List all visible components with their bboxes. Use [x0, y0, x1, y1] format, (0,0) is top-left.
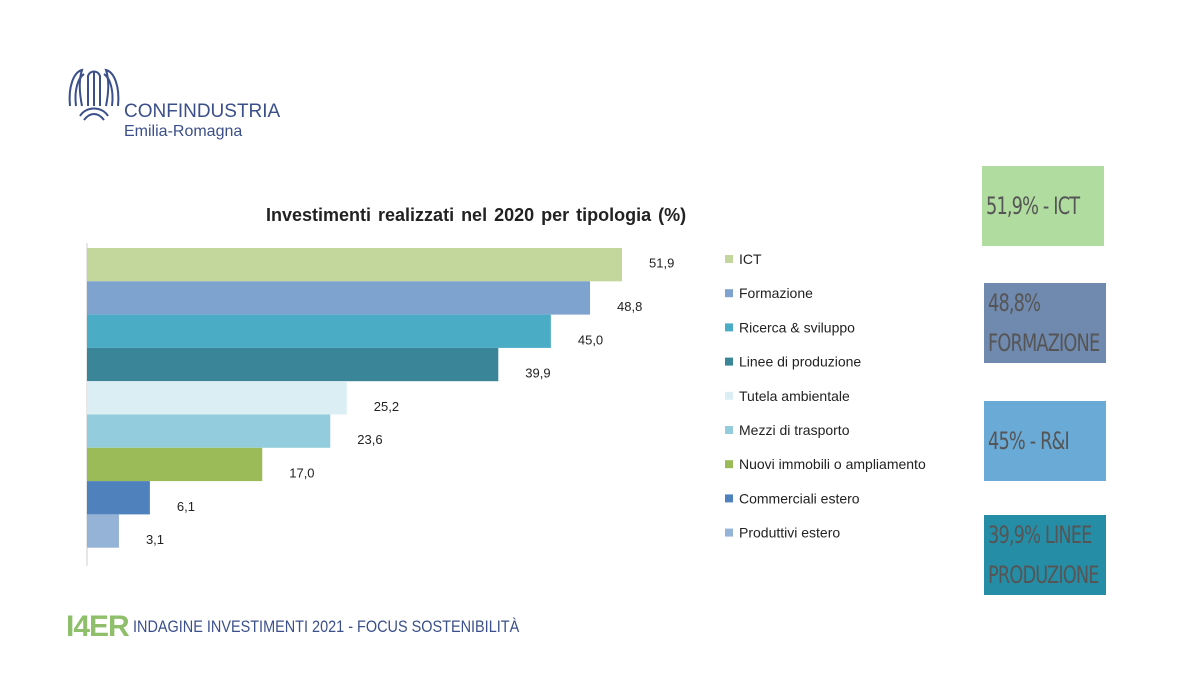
bar — [87, 447, 263, 482]
legend-swatch — [725, 426, 733, 434]
bar — [87, 514, 119, 548]
highlight-text: 39,9% LINEE — [988, 521, 1092, 549]
legend-swatch — [725, 323, 733, 332]
legend-entry: Nuovi immobili o ampliamento — [739, 456, 926, 472]
bar — [87, 347, 499, 382]
logo-name: CONFINDUSTRIA — [124, 101, 281, 122]
highlight-text: PRODUZIONE — [988, 561, 1099, 589]
highlight-text: FORMAZIONE — [988, 329, 1100, 357]
legend-swatch — [725, 391, 733, 400]
confindustria-eagle-logo — [68, 68, 120, 121]
data-label: 45,0 — [578, 332, 603, 347]
highlight-box — [984, 401, 1106, 481]
legend-entry: Ricerca & sviluppo — [739, 319, 855, 335]
legend-swatch — [725, 357, 733, 366]
data-label: 23,6 — [357, 432, 382, 447]
highlight-box — [984, 515, 1106, 595]
highlight-box — [982, 166, 1104, 246]
footer-text: INDAGINE INVESTIMENTI 2021 - FOCUS SOSTE… — [133, 617, 520, 636]
bar — [87, 414, 331, 448]
data-label: 25,2 — [374, 399, 399, 414]
legend-swatch — [725, 494, 733, 503]
legend-entry: Linee di produzione — [739, 354, 861, 370]
chart-title: Investimenti realizzati nel 2020 per tip… — [266, 205, 687, 225]
bar — [87, 381, 347, 415]
bar — [87, 314, 551, 348]
highlight-box — [984, 283, 1106, 363]
legend-entry: Mezzi di trasporto — [739, 422, 850, 438]
legend-swatch — [725, 528, 733, 537]
highlight-text: 51,9% - ICT — [986, 192, 1080, 220]
highlight-text: 45% - R&I — [988, 427, 1070, 455]
bar — [87, 248, 622, 282]
legend-swatch — [725, 255, 733, 263]
legend-entry: ICT — [739, 251, 762, 267]
data-label: 51,9 — [649, 256, 674, 271]
data-label: 6,1 — [177, 499, 195, 514]
footer-brand: I4ER — [66, 610, 130, 643]
legend-entry: Produttivi estero — [739, 525, 840, 541]
legend-entry: Commerciali estero — [739, 490, 860, 506]
legend-swatch — [725, 460, 733, 469]
legend-swatch — [725, 289, 733, 298]
bar — [87, 481, 150, 515]
data-label: 39,9 — [525, 366, 550, 381]
legend-entry: Tutela ambientale — [739, 388, 850, 404]
bar — [87, 281, 591, 315]
data-label: 48,8 — [617, 299, 642, 314]
highlight-text: 48,8% — [988, 289, 1041, 317]
legend-entry: Formazione — [739, 285, 813, 301]
logo-subtitle: Emilia-Romagna — [124, 123, 243, 140]
data-label: 17,0 — [289, 465, 314, 480]
data-label: 3,1 — [146, 532, 164, 547]
